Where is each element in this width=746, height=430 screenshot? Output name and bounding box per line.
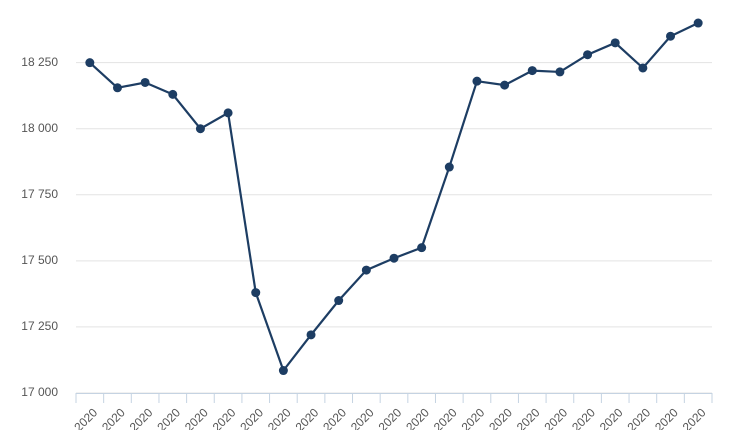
x-tick-label: 2020: [459, 405, 488, 430]
x-tick-label: 2020: [293, 405, 322, 430]
x-tick-label: 2020: [376, 405, 405, 430]
x-tick-label: 2020: [597, 405, 626, 430]
x-tick-label: 2020: [680, 405, 709, 430]
point: [389, 253, 399, 263]
x-tick-label: 2020: [624, 405, 653, 430]
x-tick-label: 2020: [71, 405, 100, 430]
point: [583, 50, 593, 60]
x-tick-label: 2020: [514, 405, 543, 430]
point: [500, 80, 510, 90]
x-tick-label: 2020: [237, 405, 266, 430]
x-tick-label: 2020: [182, 405, 211, 430]
point: [306, 330, 316, 340]
x-tick-label: 2020: [348, 405, 377, 430]
line: [89, 22, 699, 373]
point: [251, 288, 261, 298]
y-tick-label: 18 000: [21, 121, 58, 135]
point: [472, 76, 482, 86]
y-tick-label: 18 250: [21, 55, 58, 69]
point: [223, 108, 233, 118]
point: [693, 18, 703, 28]
x-tick-label: 2020: [431, 405, 460, 430]
point: [278, 366, 288, 376]
point: [334, 296, 344, 306]
y-tick-label: 17 500: [21, 253, 58, 267]
point: [417, 243, 427, 253]
point: [527, 66, 537, 76]
x-tick-label: 2020: [154, 405, 183, 430]
x-tick-label: 2020: [320, 405, 349, 430]
x-tick-label: 2020: [127, 405, 156, 430]
y-tick-label: 18 500: [21, 0, 58, 3]
point: [361, 265, 371, 275]
point: [85, 58, 95, 68]
x-tick-label: 2020: [99, 405, 128, 430]
point: [666, 31, 676, 41]
point: [610, 38, 620, 48]
x-tick-label: 2020: [486, 405, 515, 430]
x-tick-label: 2020: [265, 405, 294, 430]
point: [140, 77, 150, 87]
point: [444, 162, 454, 172]
x-tick-label: 2020: [652, 405, 681, 430]
point: [112, 83, 122, 93]
y-tick-label: 17 000: [21, 385, 58, 399]
y-tick-label: 17 750: [21, 187, 58, 201]
point: [195, 124, 205, 134]
x-tick-label: 2020: [541, 405, 570, 430]
x-tick-label: 2020: [403, 405, 432, 430]
x-tick-label: 2020: [569, 405, 598, 430]
y-tick-label: 17 250: [21, 319, 58, 333]
point: [555, 67, 565, 77]
x-tick-label: 2020: [210, 405, 239, 430]
point: [638, 63, 648, 73]
point: [168, 89, 178, 99]
